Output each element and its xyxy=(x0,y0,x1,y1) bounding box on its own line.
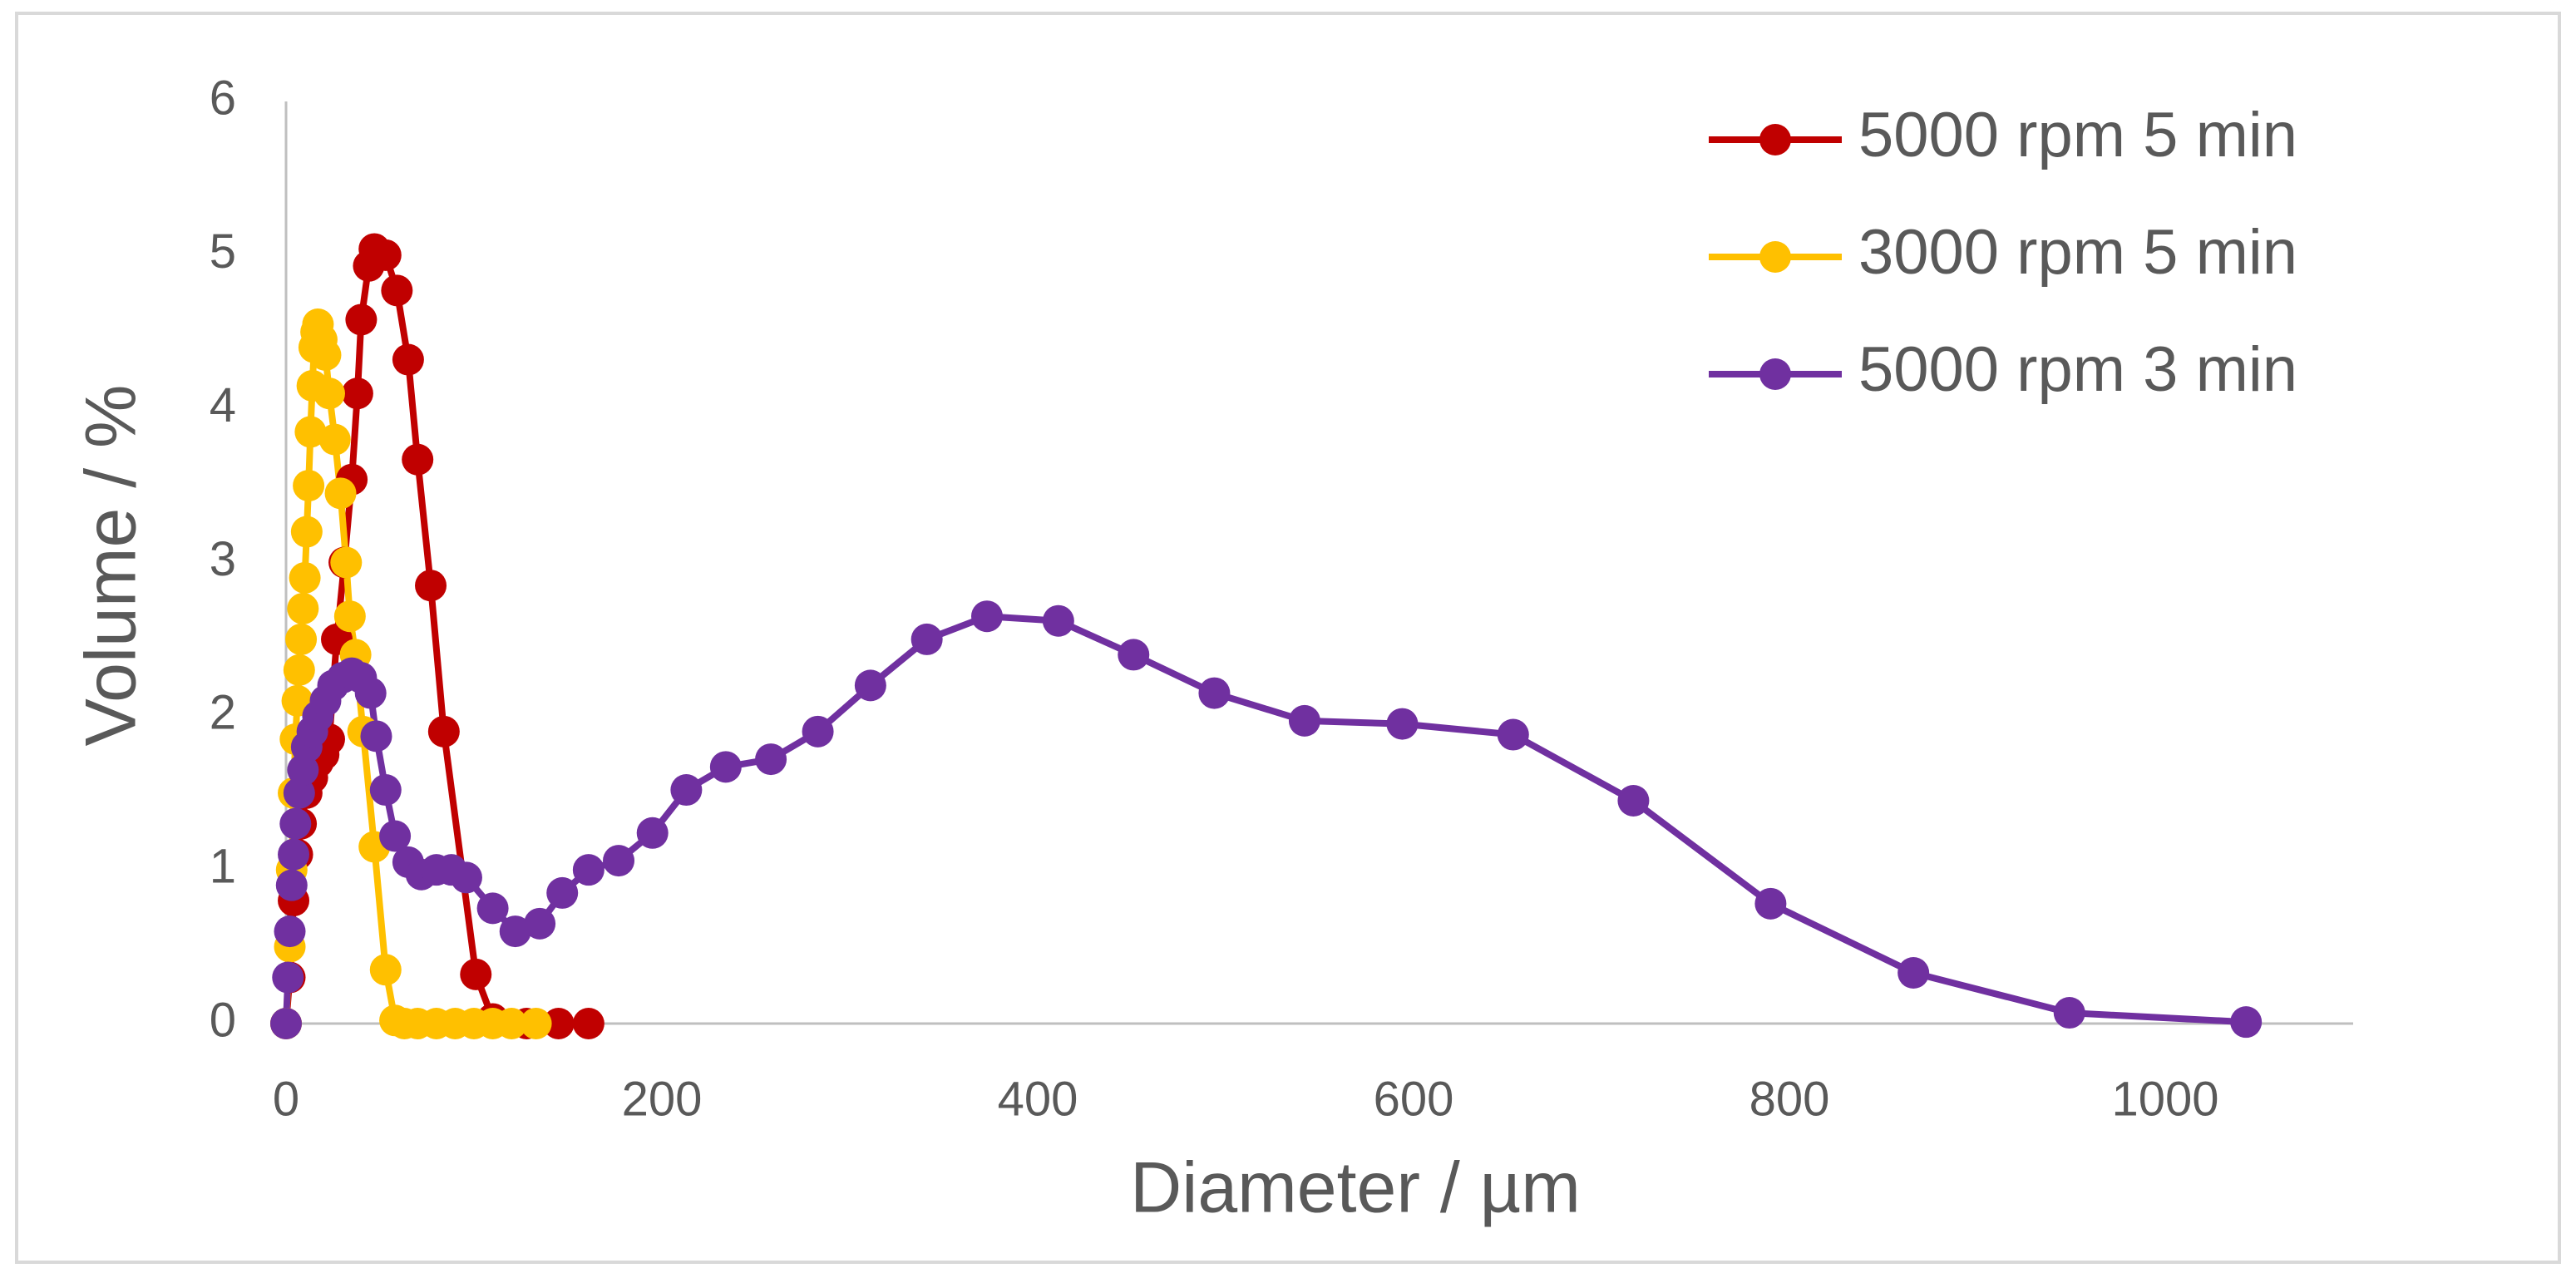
y-tick-label: 0 xyxy=(210,993,236,1047)
y-tick-label: 1 xyxy=(210,839,236,893)
data-point xyxy=(278,838,310,871)
x-tick-label: 200 xyxy=(622,1072,703,1126)
y-tick-label: 5 xyxy=(210,225,236,279)
data-point xyxy=(345,303,378,336)
data-point xyxy=(330,546,363,579)
data-point xyxy=(2053,997,2085,1029)
data-point xyxy=(755,743,787,776)
data-point xyxy=(1386,708,1419,740)
data-point xyxy=(1198,677,1231,709)
data-point xyxy=(1497,718,1529,751)
data-point xyxy=(709,751,742,783)
data-point xyxy=(333,600,366,633)
data-point xyxy=(910,623,943,655)
legend-label: 5000 rpm 5 min xyxy=(1858,100,2297,170)
x-tick-label: 400 xyxy=(998,1072,1078,1126)
data-point xyxy=(274,915,306,948)
data-point xyxy=(854,669,886,702)
y-tick-label: 6 xyxy=(210,71,236,125)
data-point xyxy=(313,377,345,410)
data-point xyxy=(285,623,318,655)
data-point xyxy=(272,961,304,994)
data-point xyxy=(636,817,669,849)
data-point xyxy=(572,1008,605,1039)
data-point xyxy=(275,869,308,901)
x-tick-label: 0 xyxy=(273,1072,299,1126)
data-point xyxy=(369,954,402,986)
data-point xyxy=(520,1008,552,1039)
data-point xyxy=(524,907,556,940)
data-point xyxy=(360,720,392,752)
x-tick-label: 600 xyxy=(1374,1072,1454,1126)
data-point xyxy=(341,377,373,410)
data-point xyxy=(970,600,1003,633)
chart-border xyxy=(15,12,2561,1264)
data-point xyxy=(572,854,605,886)
data-point xyxy=(354,677,387,709)
data-point xyxy=(670,774,703,807)
data-point xyxy=(283,654,315,686)
data-point xyxy=(279,807,312,840)
x-tick-label: 800 xyxy=(1749,1072,1830,1126)
data-point xyxy=(1042,604,1074,637)
y-tick-label: 4 xyxy=(210,378,236,432)
legend-label: 5000 rpm 3 min xyxy=(1858,334,2297,405)
data-point xyxy=(427,715,460,748)
data-point xyxy=(1288,704,1320,737)
x-tick-label: 1000 xyxy=(2111,1072,2218,1126)
legend-marker xyxy=(1759,241,1791,273)
data-point xyxy=(460,958,492,990)
data-point xyxy=(369,239,402,271)
data-point xyxy=(2230,1006,2263,1039)
data-point xyxy=(546,876,579,909)
data-point xyxy=(318,423,351,456)
legend-label: 3000 rpm 5 min xyxy=(1858,217,2297,288)
data-point xyxy=(402,443,434,476)
data-point xyxy=(1897,957,1930,989)
data-point xyxy=(270,1008,302,1039)
data-point xyxy=(392,343,424,376)
data-point xyxy=(496,1008,528,1039)
data-point xyxy=(289,561,321,594)
data-point xyxy=(287,592,319,624)
data-point xyxy=(415,570,447,602)
data-point xyxy=(379,820,412,852)
data-point xyxy=(369,774,402,807)
legend-marker xyxy=(1759,124,1791,155)
y-tick-label: 2 xyxy=(210,686,236,740)
y-axis-title: Volume / % xyxy=(72,385,151,747)
data-point xyxy=(290,516,323,548)
data-point xyxy=(293,470,325,502)
data-point xyxy=(1754,887,1787,920)
data-point xyxy=(802,715,834,748)
data-point xyxy=(1617,784,1650,817)
data-point xyxy=(476,892,509,925)
data-point xyxy=(309,338,342,371)
data-point xyxy=(450,861,482,894)
y-tick-label: 3 xyxy=(210,532,236,586)
data-point xyxy=(324,477,357,510)
data-point xyxy=(1118,639,1150,671)
data-point xyxy=(542,1008,575,1039)
data-point xyxy=(499,915,531,948)
data-point xyxy=(294,416,327,448)
legend-marker xyxy=(1759,358,1791,390)
data-point xyxy=(381,274,413,307)
data-point xyxy=(603,845,635,877)
x-axis-title: Diameter / µm xyxy=(1130,1148,1581,1228)
